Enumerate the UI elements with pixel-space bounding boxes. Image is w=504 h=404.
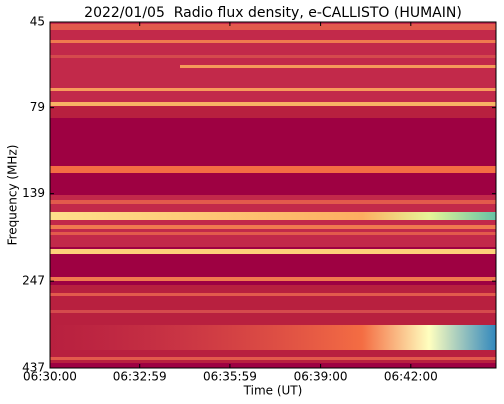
x-tick-label: 06:30:00 xyxy=(23,370,77,384)
x-tick-label: 06:35:59 xyxy=(203,370,257,384)
y-axis-label: Frequency (MHz) xyxy=(6,145,20,246)
y-tick-label: 45 xyxy=(30,15,45,29)
y-tick-label: 79 xyxy=(30,100,45,114)
plot-frame xyxy=(49,21,497,369)
spectrogram-image xyxy=(50,22,496,368)
x-tick-label: 06:39:00 xyxy=(294,370,348,384)
y-tick-label: 139 xyxy=(22,186,45,200)
x-tick-label: 06:32:59 xyxy=(113,370,167,384)
chart-title: 2022/01/05 Radio flux density, e-CALLIST… xyxy=(84,5,462,21)
y-tick-label: 247 xyxy=(22,274,45,288)
y-tick-label: 437 xyxy=(22,361,45,375)
x-tick-label: 06:42:00 xyxy=(384,370,438,384)
x-axis-label: Time (UT) xyxy=(243,384,303,398)
